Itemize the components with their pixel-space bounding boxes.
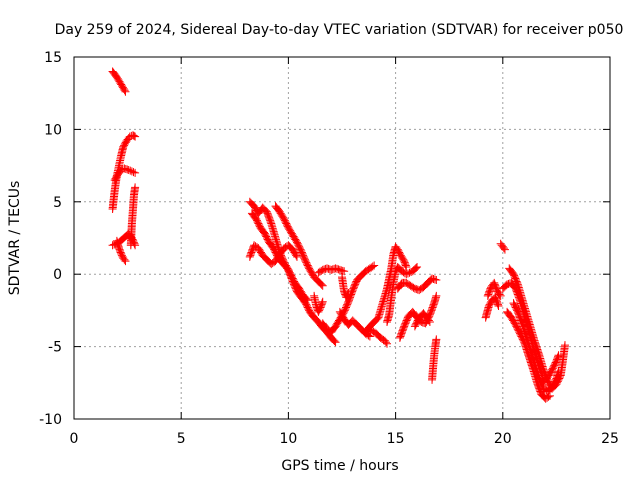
data-point xyxy=(432,335,441,344)
y-tick-label: 5 xyxy=(53,195,62,211)
data-point xyxy=(343,290,352,299)
data-point xyxy=(292,252,301,261)
data-point xyxy=(411,264,420,273)
y-tick-label: 15 xyxy=(44,50,62,66)
y-tick-label: 0 xyxy=(53,267,62,283)
data-point xyxy=(496,291,505,300)
data-point xyxy=(425,317,434,326)
data-point xyxy=(131,132,140,141)
data-point xyxy=(405,268,414,277)
data-point xyxy=(402,262,411,271)
data-point xyxy=(432,291,441,300)
data-point xyxy=(432,275,441,284)
data-point xyxy=(124,165,133,174)
data-point xyxy=(560,341,569,350)
data-point xyxy=(403,269,412,278)
x-tick-labels: 0 5 10 15 20 25 xyxy=(70,431,619,447)
data-point xyxy=(331,338,340,347)
y-axis-label: SDTVAR / TECUs xyxy=(7,181,23,296)
data-point xyxy=(500,245,509,254)
data-point xyxy=(129,168,138,177)
data-point xyxy=(130,131,139,140)
data-point xyxy=(121,87,130,96)
data-point xyxy=(121,257,130,266)
data-point xyxy=(499,244,508,253)
axis-ticks xyxy=(73,56,611,420)
data-point xyxy=(493,300,502,309)
data-point xyxy=(292,251,301,260)
x-tick-label: 20 xyxy=(494,431,512,447)
data-point xyxy=(494,302,503,311)
data-point xyxy=(126,166,135,175)
data-point xyxy=(413,262,422,271)
data-point xyxy=(554,351,563,360)
y-tick-labels: -10 -5 0 5 10 15 xyxy=(39,50,62,428)
data-point xyxy=(128,131,137,140)
data-point xyxy=(317,280,326,289)
data-point xyxy=(495,290,504,299)
data-point xyxy=(302,295,311,304)
data-point xyxy=(318,297,327,306)
data-point xyxy=(344,289,353,298)
grid-lines xyxy=(74,57,610,419)
data-point xyxy=(365,332,374,341)
data-point xyxy=(368,262,377,271)
data-points xyxy=(108,67,569,403)
data-point xyxy=(370,261,379,270)
x-tick-label: 10 xyxy=(279,431,297,447)
y-tick-label: -10 xyxy=(39,412,62,428)
data-point xyxy=(554,367,563,376)
data-point xyxy=(424,316,433,325)
x-tick-label: 0 xyxy=(70,431,79,447)
data-point xyxy=(383,339,392,348)
data-point xyxy=(401,261,410,270)
plot-frame xyxy=(73,56,611,420)
data-point xyxy=(340,267,349,276)
data-point xyxy=(131,183,140,192)
data-point xyxy=(127,167,136,176)
data-point xyxy=(381,338,390,347)
y-tick-label: -5 xyxy=(48,340,62,356)
data-point xyxy=(318,299,327,308)
data-point xyxy=(131,168,140,177)
x-axis-label: GPS time / hours xyxy=(281,458,398,474)
y-tick-label: 10 xyxy=(44,122,62,138)
data-point xyxy=(402,270,411,279)
data-point xyxy=(120,86,129,95)
x-tick-label: 25 xyxy=(601,431,619,447)
data-point xyxy=(330,337,339,346)
data-point xyxy=(318,281,327,290)
x-tick-label: 15 xyxy=(387,431,405,447)
chart-title: Day 259 of 2024, Sidereal Day-to-day VTE… xyxy=(55,22,624,38)
x-tick-label: 5 xyxy=(177,431,186,447)
data-point xyxy=(303,296,312,305)
data-point xyxy=(120,255,129,264)
